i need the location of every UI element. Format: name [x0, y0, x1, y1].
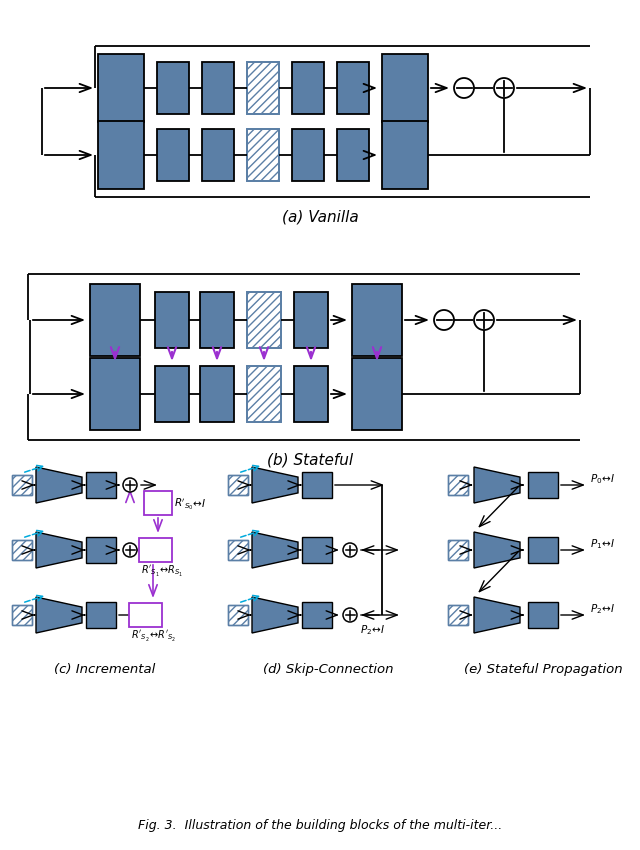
FancyBboxPatch shape — [86, 537, 116, 563]
FancyBboxPatch shape — [247, 292, 281, 348]
Circle shape — [434, 310, 454, 330]
Polygon shape — [36, 597, 82, 633]
Text: (d) Skip-Connection: (d) Skip-Connection — [263, 663, 393, 676]
Text: (b) Stateful: (b) Stateful — [267, 452, 353, 467]
FancyBboxPatch shape — [228, 605, 248, 625]
FancyBboxPatch shape — [200, 292, 234, 348]
FancyBboxPatch shape — [382, 121, 428, 189]
FancyBboxPatch shape — [528, 537, 558, 563]
FancyBboxPatch shape — [294, 292, 328, 348]
FancyBboxPatch shape — [12, 540, 32, 560]
Text: $R'_{S_0}$: $R'_{S_0}$ — [174, 496, 194, 512]
FancyBboxPatch shape — [247, 366, 281, 422]
Polygon shape — [474, 597, 520, 633]
Circle shape — [123, 543, 137, 557]
FancyBboxPatch shape — [155, 366, 189, 422]
FancyBboxPatch shape — [302, 602, 332, 628]
Polygon shape — [36, 467, 82, 503]
Text: $R'_{S_1}\!\leftrightarrow\! R_{S_1}$: $R'_{S_1}\!\leftrightarrow\! R_{S_1}$ — [141, 564, 183, 579]
FancyBboxPatch shape — [12, 605, 32, 625]
FancyBboxPatch shape — [129, 603, 162, 627]
Polygon shape — [252, 532, 298, 568]
FancyBboxPatch shape — [228, 540, 248, 560]
FancyBboxPatch shape — [292, 62, 324, 114]
FancyBboxPatch shape — [247, 62, 279, 114]
FancyBboxPatch shape — [337, 129, 369, 181]
FancyBboxPatch shape — [139, 538, 172, 562]
FancyBboxPatch shape — [157, 129, 189, 181]
Circle shape — [474, 310, 494, 330]
Text: $R'_{S_2}\!\leftrightarrow\! R'_{S_2}$: $R'_{S_2}\!\leftrightarrow\! R'_{S_2}$ — [131, 629, 176, 644]
FancyBboxPatch shape — [86, 602, 116, 628]
FancyBboxPatch shape — [86, 472, 116, 498]
Polygon shape — [474, 532, 520, 568]
FancyBboxPatch shape — [382, 54, 428, 122]
FancyBboxPatch shape — [12, 475, 32, 495]
FancyBboxPatch shape — [144, 491, 172, 515]
FancyBboxPatch shape — [448, 605, 468, 625]
Text: $P_2\!\leftrightarrow\! I$: $P_2\!\leftrightarrow\! I$ — [360, 623, 385, 637]
FancyBboxPatch shape — [302, 472, 332, 498]
FancyBboxPatch shape — [90, 358, 140, 430]
Text: (e) Stateful Propagation: (e) Stateful Propagation — [464, 663, 622, 676]
FancyBboxPatch shape — [294, 366, 328, 422]
Text: $P_0\!\leftrightarrow\! I$: $P_0\!\leftrightarrow\! I$ — [590, 472, 615, 486]
Polygon shape — [252, 597, 298, 633]
FancyBboxPatch shape — [302, 537, 332, 563]
FancyBboxPatch shape — [528, 472, 558, 498]
Text: $\!\leftrightarrow\! I$: $\!\leftrightarrow\! I$ — [192, 497, 206, 509]
FancyBboxPatch shape — [98, 121, 144, 189]
FancyBboxPatch shape — [247, 129, 279, 181]
Polygon shape — [252, 467, 298, 503]
FancyBboxPatch shape — [90, 284, 140, 356]
Circle shape — [343, 608, 357, 622]
Circle shape — [343, 543, 357, 557]
Circle shape — [494, 78, 514, 98]
Text: (c) Incremental: (c) Incremental — [54, 663, 156, 676]
FancyBboxPatch shape — [200, 366, 234, 422]
Circle shape — [454, 78, 474, 98]
FancyBboxPatch shape — [448, 475, 468, 495]
Circle shape — [123, 478, 137, 492]
FancyBboxPatch shape — [98, 54, 144, 122]
FancyBboxPatch shape — [202, 62, 234, 114]
FancyBboxPatch shape — [352, 358, 402, 430]
Polygon shape — [36, 532, 82, 568]
Polygon shape — [474, 467, 520, 503]
FancyBboxPatch shape — [337, 62, 369, 114]
FancyBboxPatch shape — [352, 284, 402, 356]
Text: $P_2\!\leftrightarrow\! I$: $P_2\!\leftrightarrow\! I$ — [590, 602, 615, 615]
FancyBboxPatch shape — [528, 602, 558, 628]
Text: (a) Vanilla: (a) Vanilla — [282, 209, 358, 224]
Text: Fig. 3.  Illustration of the building blocks of the multi-iter...: Fig. 3. Illustration of the building blo… — [138, 819, 502, 832]
FancyBboxPatch shape — [157, 62, 189, 114]
Text: $P_1\!\leftrightarrow\! I$: $P_1\!\leftrightarrow\! I$ — [590, 537, 615, 551]
FancyBboxPatch shape — [228, 475, 248, 495]
FancyBboxPatch shape — [155, 292, 189, 348]
FancyBboxPatch shape — [202, 129, 234, 181]
FancyBboxPatch shape — [448, 540, 468, 560]
FancyBboxPatch shape — [292, 129, 324, 181]
